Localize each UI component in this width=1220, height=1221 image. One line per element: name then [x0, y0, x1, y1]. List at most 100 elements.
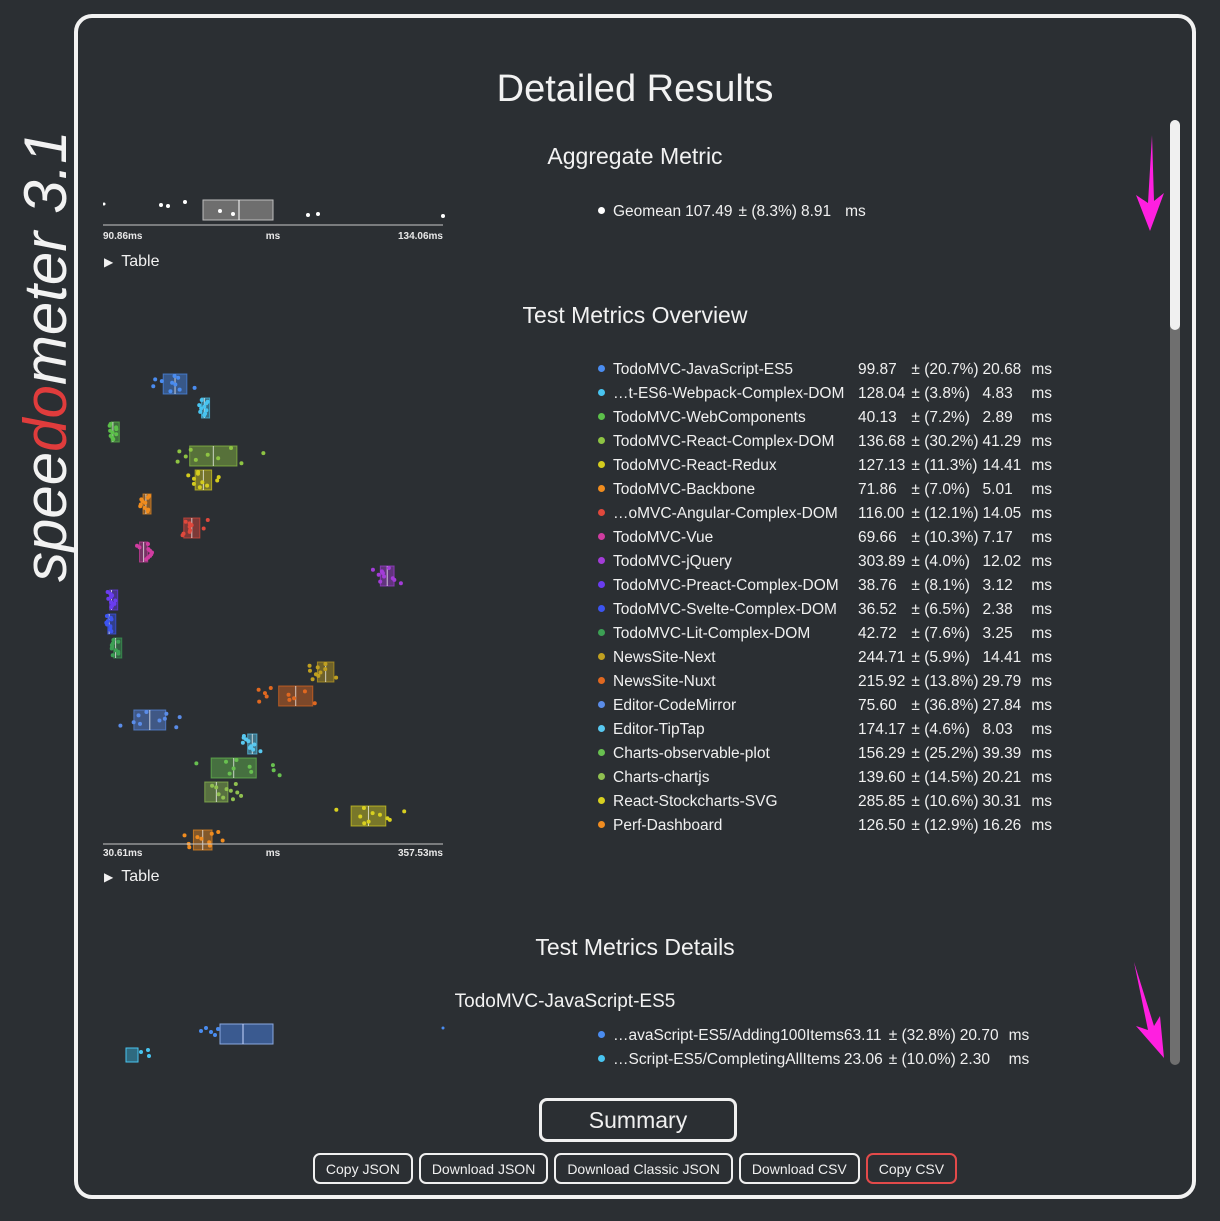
metric-row: Editor-TipTap 174.17 ± (4.6%) 8.03 ms	[598, 718, 1052, 742]
overview-axis-unit: ms	[266, 848, 281, 859]
metric-value: 127.13	[858, 457, 906, 474]
overview-point	[183, 454, 188, 459]
overview-series-18	[334, 805, 407, 827]
metric-deviation: ± (12.9%)	[911, 817, 979, 834]
overview-point	[198, 409, 203, 414]
scrollbar[interactable]	[1170, 120, 1180, 1065]
metric-delta: 20.68	[982, 361, 1022, 378]
overview-point	[197, 403, 202, 408]
metric-name: TodoMVC-Preact-Complex-DOM	[598, 574, 858, 598]
details-metrics-list: …avaScript-ES5/Adding100Items 63.11 ± (32.…	[598, 1024, 1029, 1072]
overview-point	[138, 504, 143, 509]
overview-point	[247, 764, 252, 769]
overview-point	[231, 766, 236, 771]
overview-point	[107, 423, 112, 428]
metric-row: NewsSite-Next 244.71 ± (5.9%) 14.41 ms	[598, 646, 1052, 670]
metric-delta: 29.79	[982, 673, 1022, 690]
overview-box	[142, 493, 152, 515]
overview-point	[180, 533, 185, 538]
overview-point	[312, 701, 317, 706]
metric-deviation: ± (3.8%)	[911, 385, 970, 402]
series-dot-icon	[598, 389, 605, 397]
scrollbar-thumb[interactable]	[1170, 120, 1180, 330]
metric-row: TodoMVC-WebComponents 40.13 ± (7.2%) 2.89 ms	[598, 406, 1052, 430]
metric-row: TodoMVC-Backbone 71.86 ± (7.0%) 5.01 ms	[598, 478, 1052, 502]
metric-value: 244.71	[858, 649, 906, 666]
overview-series-11	[109, 637, 123, 659]
metric-unit: ms	[1031, 721, 1052, 738]
metric-value: 126.50	[858, 817, 906, 834]
overview-point	[286, 692, 291, 697]
overview-point	[227, 771, 232, 776]
overview-point	[251, 747, 256, 752]
metric-value: 38.76	[858, 577, 897, 594]
export-buttons: Copy JSON Download JSON Download Classic J…	[78, 1153, 1192, 1184]
metric-deviation: ± (14.5%)	[911, 769, 979, 786]
metric-unit: ms	[1031, 769, 1052, 786]
overview-table-toggle[interactable]: ▶ Table	[104, 868, 160, 885]
series-dot-icon	[598, 1031, 605, 1039]
overview-point	[220, 838, 225, 843]
overview-point	[239, 793, 244, 798]
overview-point	[151, 384, 156, 389]
overview-series-5	[138, 493, 152, 515]
series-dot-icon	[598, 773, 605, 781]
aggregate-points	[103, 200, 445, 218]
metric-name: Editor-TipTap	[598, 718, 858, 742]
overview-heading: Test Metrics Overview	[522, 302, 748, 328]
overview-plot: 30.61ms ms 357.53ms	[103, 373, 443, 859]
metric-unit: ms	[1008, 1051, 1030, 1068]
metric-delta: 12.02	[982, 553, 1022, 570]
metric-unit: ms	[1031, 457, 1052, 474]
overview-series-7	[135, 541, 154, 563]
metric-value: 285.85	[858, 793, 906, 810]
metric-name: …oMVC-Angular-Complex-DOM	[598, 502, 858, 526]
metric-row: TodoMVC-Vue 69.66 ± (10.3%) 7.17 ms	[598, 526, 1052, 550]
copy-csv-button[interactable]: Copy CSV	[865, 1153, 958, 1184]
overview-series-3	[175, 445, 266, 467]
metric-row: …t-ES6-Webpack-Complex-DOM 128.04 ± (3.8%)…	[598, 382, 1052, 406]
metric-row: TodoMVC-Lit-Complex-DOM 42.72 ± (7.6%) 3.25…	[598, 622, 1052, 646]
metric-name: NewsSite-Nuxt	[598, 670, 858, 694]
metric-value: 303.89	[858, 553, 906, 570]
series-dot-icon	[598, 413, 605, 421]
expand-triangle-icon: ▶	[104, 255, 114, 269]
metric-deviation: ± (13.8%)	[911, 673, 979, 690]
overview-point	[252, 742, 257, 747]
series-dot-icon	[598, 797, 605, 805]
overview-point	[334, 675, 339, 680]
overview-point	[358, 814, 363, 819]
metric-delta: 20.21	[982, 769, 1022, 786]
overview-point	[382, 574, 387, 579]
copy-json-button[interactable]: Copy JSON	[312, 1153, 413, 1184]
metric-deviation: ± (5.9%)	[911, 649, 970, 666]
details-plot	[125, 1023, 445, 1063]
metric-name: TodoMVC-Backbone	[598, 478, 858, 502]
overview-point	[310, 677, 315, 682]
metric-row: Charts-chartjs 139.60 ± (14.5%) 20.21 ms	[598, 766, 1052, 790]
metric-unit: ms	[1031, 481, 1052, 498]
download-json-button[interactable]: Download JSON	[418, 1153, 549, 1184]
expand-triangle-icon: ▶	[104, 870, 114, 884]
metric-name: TodoMVC-WebComponents	[598, 406, 858, 430]
overview-point	[204, 401, 209, 406]
download-classic-json-button[interactable]: Download Classic JSON	[554, 1153, 733, 1184]
metric-deviation: ± (7.2%)	[911, 409, 970, 426]
series-dot-icon	[598, 677, 605, 685]
overview-point	[315, 665, 320, 670]
metric-deviation: ± (8.3%)	[738, 203, 797, 220]
metric-name: Geomean	[598, 200, 685, 224]
overview-point	[387, 817, 392, 822]
metric-deviation: ± (20.7%)	[911, 361, 979, 378]
download-csv-button[interactable]: Download CSV	[738, 1153, 860, 1184]
overview-point	[111, 638, 116, 642]
overview-point	[176, 375, 181, 380]
metric-deviation: ± (7.0%)	[911, 481, 970, 498]
metric-name: …t-ES6-Webpack-Complex-DOM	[598, 382, 858, 406]
metric-value: 63.11	[843, 1027, 882, 1044]
aggregate-table-toggle[interactable]: ▶ Table	[104, 253, 160, 270]
overview-point	[398, 581, 403, 586]
results-scroll-area[interactable]: Detailed Results Aggregate Metric 90.86m…	[78, 18, 1192, 1078]
summary-button[interactable]: Summary	[539, 1098, 737, 1142]
speedometer-logo: speedometer3.1	[12, 130, 78, 582]
